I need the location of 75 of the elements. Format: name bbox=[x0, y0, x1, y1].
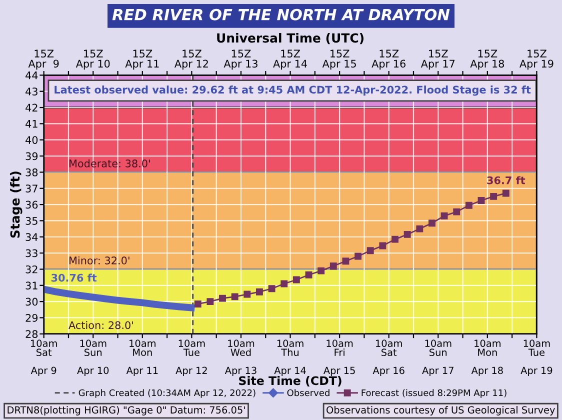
x-tick-label: 10am Tue Apr 19 bbox=[520, 340, 552, 376]
point bbox=[366, 247, 374, 254]
y-axis-title: Stage (ft) bbox=[10, 172, 22, 238]
point bbox=[268, 285, 276, 292]
text: Observations courtesy of US Geological Survey bbox=[326, 406, 555, 416]
point bbox=[478, 197, 485, 204]
point bbox=[280, 280, 288, 288]
y-tick-label: 44 bbox=[26, 72, 38, 80]
x2-tick-label: 15Z Apr 10 bbox=[76, 50, 110, 70]
point bbox=[490, 192, 498, 200]
legend-label: Observed bbox=[287, 389, 330, 396]
point bbox=[231, 293, 238, 300]
point bbox=[292, 276, 300, 284]
annotation: Latest observed value: 29.62 ft at 9:45 AM CDT 12-Apr-2022. Flood Stage is 32 ft bbox=[54, 86, 531, 96]
y-tick-label: 43 bbox=[26, 88, 38, 96]
x-tick-label: 10am Sat Apr 9 bbox=[30, 340, 57, 376]
x-tick-label: 10am Sun Apr 17 bbox=[422, 340, 454, 376]
legend-label: Forecast (issued 8:29PM Apr 11) bbox=[362, 389, 506, 398]
point bbox=[416, 225, 424, 232]
y-tick-label: 36 bbox=[26, 200, 38, 209]
y-tick-label: 31 bbox=[26, 282, 38, 290]
x-tick-label: 10am Mon Apr 18 bbox=[471, 340, 503, 376]
x2-axis-title: Universal Time (UTC) bbox=[217, 33, 364, 44]
y-tick-label: 37 bbox=[26, 184, 38, 192]
x-tick-label: 10am Tue Apr 12 bbox=[176, 340, 207, 376]
x2-tick-label: 15Z Apr 19 bbox=[520, 50, 554, 70]
point bbox=[256, 288, 263, 296]
x-tick-label: 10am Wed Apr 13 bbox=[224, 340, 256, 376]
y-tick-label: 38 bbox=[26, 168, 38, 176]
point bbox=[206, 298, 214, 306]
y-tick-label: 29 bbox=[26, 314, 38, 322]
x-tick-label: 10am Thu Apr 14 bbox=[274, 340, 306, 376]
point bbox=[465, 202, 472, 209]
point bbox=[440, 212, 448, 220]
y-tick-label: 30 bbox=[26, 298, 38, 306]
x-tick-label: 10am Fri Apr 15 bbox=[323, 340, 355, 376]
point bbox=[342, 258, 350, 265]
point bbox=[305, 271, 312, 278]
y-tick-label: 34 bbox=[26, 233, 38, 241]
y-tick-label: 40 bbox=[26, 136, 38, 144]
point bbox=[354, 252, 362, 260]
x2-tick-label: 15Z Apr 13 bbox=[224, 50, 258, 70]
point bbox=[502, 190, 510, 197]
point bbox=[194, 300, 202, 308]
y-tick-label: 33 bbox=[26, 249, 38, 258]
x-axis-title: Site Time (CDT) bbox=[239, 376, 342, 387]
x2-tick-label: 15Z Apr 11 bbox=[125, 50, 159, 70]
text: DRTN8(plotting HGIRG) "Gage 0" Datum: 756.05' bbox=[8, 406, 245, 416]
y-tick-label: 35 bbox=[26, 216, 38, 225]
y-tick-label: 41 bbox=[26, 120, 38, 128]
point bbox=[392, 236, 398, 243]
point bbox=[404, 230, 411, 238]
point bbox=[453, 208, 460, 216]
y-tick-label: 39 bbox=[26, 152, 38, 160]
x-tick-label: 10am Mon Apr 11 bbox=[126, 340, 158, 376]
y-tick-label: 32 bbox=[26, 265, 38, 274]
x2-tick-label: 15Z Apr 17 bbox=[420, 50, 455, 70]
y-tick-label: 28 bbox=[26, 330, 38, 338]
x-tick-label: 10am Sat Apr 16 bbox=[372, 340, 404, 376]
x-tick-label: 10am Sun Apr 10 bbox=[77, 340, 109, 376]
point bbox=[330, 262, 337, 270]
y-tick-label: 42 bbox=[26, 104, 38, 112]
point bbox=[244, 290, 251, 298]
x2-tick-label: 15Z Apr 14 bbox=[273, 50, 307, 70]
chart-title: RED RIVER OF THE NORTH AT DRAYTON bbox=[112, 8, 450, 20]
legend-label: Graph Created (10:34AM Apr 12, 2022) bbox=[78, 389, 256, 398]
point bbox=[318, 267, 325, 274]
x2-tick-label: 15Z Apr 9 bbox=[28, 50, 59, 70]
x2-tick-label: 15Z Apr 16 bbox=[372, 50, 406, 70]
point bbox=[219, 294, 226, 302]
point bbox=[379, 242, 386, 250]
x2-tick-label: 15Z Apr 15 bbox=[322, 50, 356, 70]
point bbox=[428, 220, 436, 227]
x2-tick-label: 15Z Apr 12 bbox=[174, 50, 208, 70]
x2-tick-label: 15Z Apr 18 bbox=[470, 50, 504, 70]
